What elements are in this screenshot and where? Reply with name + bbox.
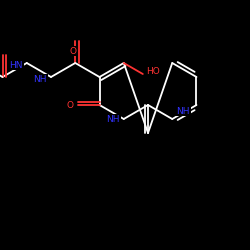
Text: NH: NH [106,114,120,124]
Text: NH: NH [34,74,47,84]
Text: O: O [70,46,77,56]
Text: O: O [66,100,73,110]
Text: HO: HO [146,68,160,76]
Text: NH: NH [176,106,190,116]
Text: HN: HN [9,60,23,70]
